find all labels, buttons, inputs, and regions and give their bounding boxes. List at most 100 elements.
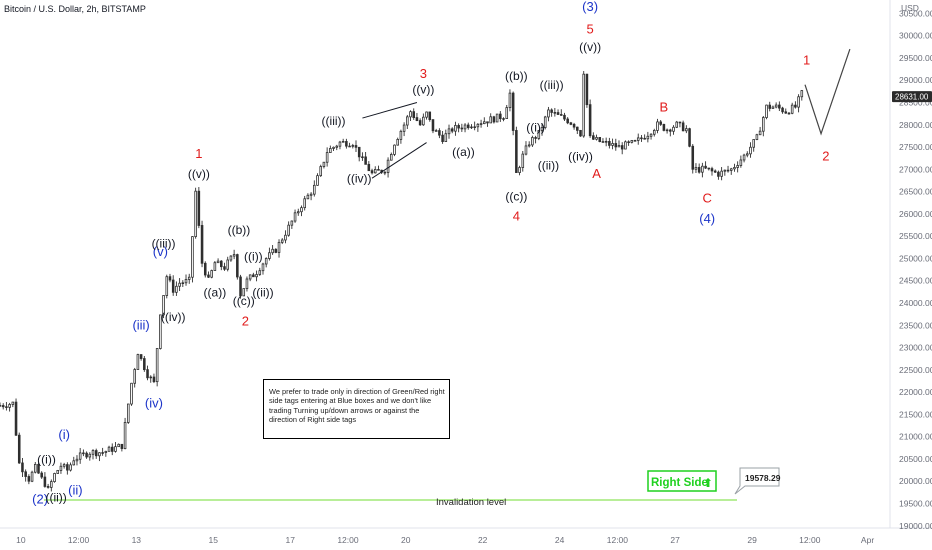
- candle-body: [489, 116, 492, 124]
- y-tick-label: 24500.00: [899, 276, 932, 286]
- candle-body: [765, 104, 768, 118]
- candle-body: [579, 129, 582, 137]
- candle-body: [146, 369, 149, 379]
- candle-body: [194, 190, 197, 237]
- candle-body: [123, 422, 127, 449]
- candle-body: [409, 111, 412, 118]
- candle-body: [441, 134, 444, 142]
- candle-body: [98, 452, 101, 457]
- candle-body: [242, 288, 246, 297]
- candle-body: [434, 130, 438, 132]
- candle-body: [175, 285, 178, 293]
- wave-label: A: [592, 166, 601, 181]
- candle-body: [332, 146, 335, 149]
- y-tick-label: 29000.00: [899, 75, 932, 85]
- candle-body: [726, 169, 730, 172]
- wave-label: 5: [587, 21, 594, 36]
- candle-body: [91, 450, 95, 455]
- y-tick-label: 26500.00: [899, 187, 932, 197]
- candle-body: [662, 123, 666, 131]
- candle-body: [572, 123, 576, 128]
- candle-body: [627, 141, 630, 144]
- candle-body: [85, 452, 88, 458]
- candle-body: [162, 295, 165, 316]
- wave-label: (iv): [145, 396, 163, 411]
- candle-body: [127, 403, 130, 423]
- y-tick-label: 30000.00: [899, 31, 932, 41]
- candle-body: [165, 276, 169, 296]
- candle-body: [88, 453, 92, 458]
- candle-body: [515, 130, 518, 173]
- wave-label: ((i)): [526, 120, 545, 134]
- x-tick-label: 17: [286, 535, 296, 545]
- candle-body: [611, 143, 614, 146]
- last-price-tag: 28631.00: [892, 91, 932, 103]
- candle-body: [296, 211, 300, 214]
- candle-body: [752, 139, 755, 148]
- x-tick-label: 10: [16, 535, 26, 545]
- candle-body: [505, 107, 509, 119]
- candle-body: [483, 121, 486, 125]
- candle-body: [531, 137, 534, 146]
- candle-body: [787, 112, 791, 115]
- wave-label: C: [702, 191, 711, 206]
- candle-body: [130, 382, 133, 405]
- candle-body: [75, 458, 79, 462]
- candle-body: [636, 137, 640, 141]
- candle-body: [720, 170, 723, 177]
- wave-label: ((i)): [37, 452, 56, 466]
- wave-label: ((a)): [204, 285, 227, 299]
- invalidation-price: 19578.29: [745, 473, 781, 483]
- candle-body: [790, 104, 794, 114]
- candle-body: [210, 270, 213, 278]
- candle-body: [537, 130, 541, 139]
- candle-body: [248, 274, 252, 280]
- triangle-trendline: [362, 102, 418, 119]
- candle-body: [319, 166, 323, 177]
- wave-label: ((iii)): [540, 78, 564, 92]
- candle-body: [107, 446, 111, 452]
- candle-body: [300, 207, 303, 213]
- candle-body: [476, 123, 480, 128]
- candle-body: [94, 450, 98, 457]
- candle-body: [264, 258, 268, 265]
- candle-body: [345, 141, 348, 147]
- candle-body: [383, 171, 387, 174]
- last-price-value: 28631.00: [895, 93, 929, 102]
- candle-body: [425, 111, 428, 118]
- candle-body: [329, 148, 332, 153]
- candle-body: [357, 146, 361, 158]
- candle-body: [643, 137, 646, 140]
- candle-body: [402, 124, 406, 132]
- candle-body: [82, 452, 85, 455]
- wave-label: ((i)): [244, 250, 263, 264]
- candle-body: [181, 282, 185, 284]
- candle-body: [742, 154, 746, 161]
- y-tick-label: 24000.00: [899, 298, 932, 308]
- candle-body: [354, 145, 358, 148]
- candle-body: [428, 111, 432, 120]
- candle-body: [40, 472, 43, 478]
- candle-body: [143, 358, 146, 371]
- candle-body: [207, 274, 210, 278]
- candle-body: [585, 73, 589, 106]
- candle-body: [348, 145, 351, 148]
- candle-body: [66, 464, 69, 471]
- wave-label: ((iii)): [322, 114, 346, 128]
- y-tick-label: 30500.00: [899, 8, 932, 18]
- candle-body: [665, 129, 669, 132]
- y-tick-label: 28000.00: [899, 120, 932, 130]
- candle-body: [306, 194, 310, 200]
- candle-body: [232, 254, 236, 257]
- candle-body: [723, 169, 727, 172]
- candle-body: [341, 141, 345, 143]
- candle-body: [556, 112, 560, 115]
- candle-body: [691, 145, 695, 170]
- candle-body: [604, 141, 608, 143]
- candle-body: [364, 156, 367, 165]
- candle-body: [502, 118, 505, 120]
- wave-label: ((ii)): [45, 490, 66, 504]
- candle-body: [261, 263, 265, 272]
- candle-body: [191, 236, 194, 278]
